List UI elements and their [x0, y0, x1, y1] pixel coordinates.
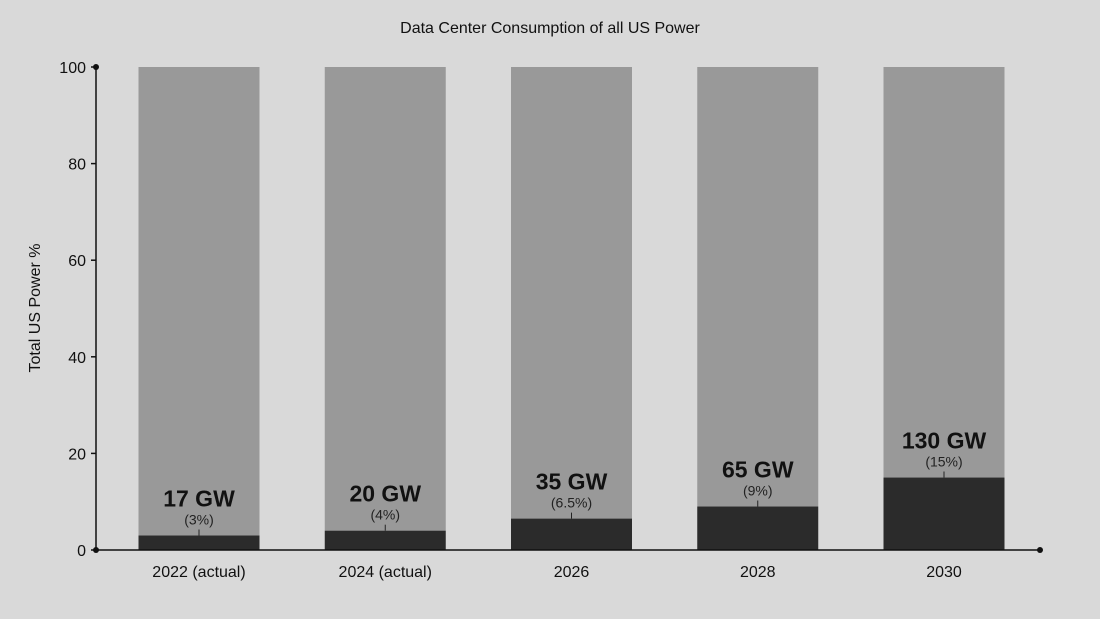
data-label-gw-2: 35 GW	[536, 469, 608, 495]
bar-rest-4	[883, 67, 1005, 478]
y-tick-label-3: 60	[68, 253, 86, 270]
bar-rest-2	[511, 67, 632, 519]
x-tick-label-2: 2026	[554, 564, 590, 581]
bar-data-center-3	[697, 506, 819, 550]
y-tick-label-2: 40	[68, 350, 86, 367]
data-label-gw-0: 17 GW	[163, 486, 235, 512]
bar-data-center-4	[883, 477, 1005, 550]
x-tick-label-1: 2024 (actual)	[339, 564, 432, 581]
chart-title: Data Center Consumption of all US Power	[400, 20, 700, 37]
y-tick-label-1: 20	[68, 446, 86, 463]
x-tick-label-0: 2022 (actual)	[152, 564, 245, 581]
bar-rest-1	[324, 67, 446, 531]
bars-layer	[138, 67, 1005, 550]
bar-rest-3	[697, 67, 819, 507]
data-label-pct-1: (4%)	[370, 507, 400, 523]
bar-data-center-0	[138, 535, 260, 550]
y-tick-label-4: 80	[68, 157, 86, 174]
axes-layer: 0 20 40 60 80 100	[59, 60, 1043, 560]
labels-layer: (3%)17 GW 2022 (actual) (4%)20 GW 2024 (act…	[152, 428, 986, 581]
y-axis-label: Total US Power %	[27, 244, 44, 373]
data-label-pct-2: (6.5%)	[551, 495, 592, 511]
bar-data-center-2	[511, 518, 632, 550]
y-tick-label-0: 0	[77, 543, 86, 560]
data-label-pct-3: (9%)	[743, 483, 773, 499]
data-label-gw-4: 130 GW	[902, 428, 987, 454]
data-label-pct-0: (3%)	[184, 512, 214, 528]
x-tick-label-4: 2030	[926, 564, 962, 581]
x-axis-end-dot	[1037, 547, 1043, 553]
x-tick-label-3: 2028	[740, 564, 776, 581]
data-label-gw-3: 65 GW	[722, 457, 794, 483]
data-label-pct-4: (15%)	[925, 454, 962, 470]
data-label-gw-1: 20 GW	[349, 481, 421, 507]
bar-rest-0	[138, 67, 260, 536]
y-tick-label-5: 100	[59, 60, 86, 77]
bar-data-center-1	[324, 530, 446, 550]
